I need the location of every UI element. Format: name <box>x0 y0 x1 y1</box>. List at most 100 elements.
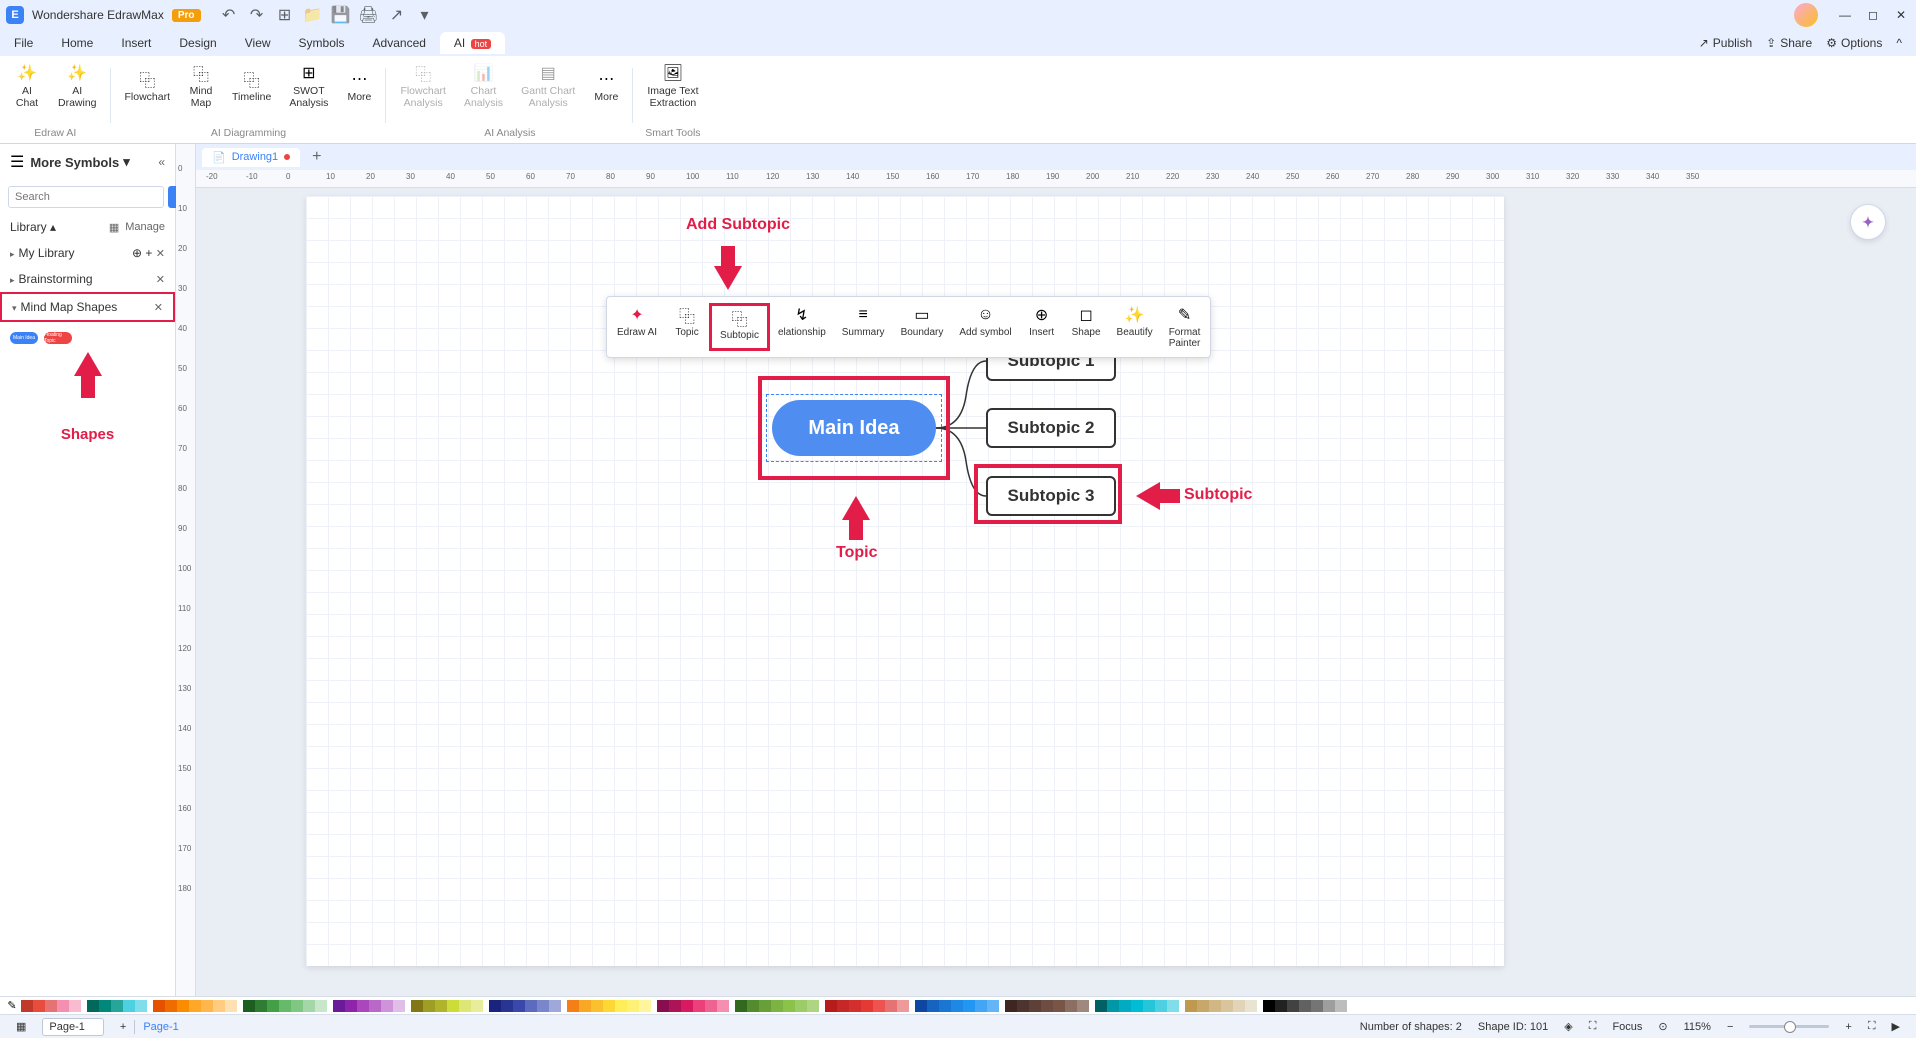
color-swatch[interactable] <box>603 1000 615 1012</box>
color-swatch[interactable] <box>123 1000 135 1012</box>
color-swatch[interactable] <box>669 1000 681 1012</box>
menu-advanced[interactable]: Advanced <box>359 32 440 54</box>
color-swatch[interactable] <box>783 1000 795 1012</box>
main-idea-shape[interactable]: Main Idea <box>10 332 38 344</box>
layers-icon[interactable]: ◈ <box>1556 1020 1580 1033</box>
close-icon[interactable]: ✕ <box>154 301 163 314</box>
publish-button[interactable]: ↗ Publish <box>1699 36 1752 50</box>
color-swatch[interactable] <box>897 1000 909 1012</box>
close-icon[interactable]: ✕ <box>156 273 165 286</box>
insert-button[interactable]: ⊕Insert <box>1020 303 1064 351</box>
menu-design[interactable]: Design <box>165 32 230 54</box>
focus-label[interactable]: Focus <box>1604 1021 1650 1033</box>
menu-symbols[interactable]: Symbols <box>285 32 359 54</box>
color-swatch[interactable] <box>591 1000 603 1012</box>
close-icon[interactable]: ✕ <box>156 248 165 260</box>
color-swatch[interactable] <box>963 1000 975 1012</box>
color-swatch[interactable] <box>1209 1000 1221 1012</box>
floating-topic-shape[interactable]: Floating Topic <box>44 332 72 344</box>
color-swatch[interactable] <box>717 1000 729 1012</box>
search-input[interactable] <box>8 186 164 208</box>
color-swatch[interactable] <box>411 1000 423 1012</box>
color-swatch[interactable] <box>1335 1000 1347 1012</box>
color-swatch[interactable] <box>1041 1000 1053 1012</box>
topic-button[interactable]: ⿻Topic <box>665 303 709 351</box>
color-swatch[interactable] <box>357 1000 369 1012</box>
save-icon[interactable]: 💾 <box>333 7 349 23</box>
new-icon[interactable]: ⊞ <box>277 7 293 23</box>
ai-chat-button[interactable]: ✨AI Chat <box>6 58 48 113</box>
color-swatch[interactable] <box>69 1000 81 1012</box>
color-swatch[interactable] <box>1263 1000 1275 1012</box>
color-swatch[interactable] <box>189 1000 201 1012</box>
color-swatch[interactable] <box>1029 1000 1041 1012</box>
color-swatch[interactable] <box>279 1000 291 1012</box>
color-swatch[interactable] <box>795 1000 807 1012</box>
menu-insert[interactable]: Insert <box>107 32 165 54</box>
color-swatch[interactable] <box>1221 1000 1233 1012</box>
color-swatch[interactable] <box>45 1000 57 1012</box>
page-select[interactable]: Page-1 <box>42 1018 103 1036</box>
color-swatch[interactable] <box>315 1000 327 1012</box>
color-swatch[interactable] <box>381 1000 393 1012</box>
color-swatch[interactable] <box>939 1000 951 1012</box>
color-swatch[interactable] <box>213 1000 225 1012</box>
color-swatch[interactable] <box>771 1000 783 1012</box>
color-swatch[interactable] <box>1167 1000 1179 1012</box>
color-swatch[interactable] <box>807 1000 819 1012</box>
color-swatch[interactable] <box>255 1000 267 1012</box>
minimize-button[interactable]: — <box>1836 6 1854 24</box>
color-swatch[interactable] <box>759 1000 771 1012</box>
sidebar-collapse-icon[interactable]: « <box>158 155 165 169</box>
user-avatar[interactable] <box>1794 3 1818 27</box>
manage-link[interactable]: ▦ Manage <box>109 221 165 234</box>
mindmap-shapes-section[interactable]: ▾Mind Map Shapes ✕ <box>0 292 175 322</box>
zoom-out-icon[interactable]: ⊙ <box>1650 1020 1675 1033</box>
color-swatch[interactable] <box>747 1000 759 1012</box>
color-swatch[interactable] <box>861 1000 873 1012</box>
color-swatch[interactable] <box>1005 1000 1017 1012</box>
color-swatch[interactable] <box>1131 1000 1143 1012</box>
my-library-section[interactable]: ▸My Library ⊕ + ✕ <box>0 240 175 266</box>
color-swatch[interactable] <box>657 1000 669 1012</box>
zoom-plus[interactable]: + <box>1837 1021 1859 1033</box>
color-swatch[interactable] <box>1323 1000 1335 1012</box>
brainstorming-section[interactable]: ▸Brainstorming ✕ <box>0 266 175 292</box>
color-swatch[interactable] <box>201 1000 213 1012</box>
add-symbol-button[interactable]: ☺Add symbol <box>951 303 1019 351</box>
menu-ai[interactable]: AI hot <box>440 32 505 54</box>
more2-button[interactable]: ⋯More <box>585 58 627 113</box>
color-swatch[interactable] <box>393 1000 405 1012</box>
color-swatch[interactable] <box>693 1000 705 1012</box>
color-swatch[interactable] <box>927 1000 939 1012</box>
color-swatch[interactable] <box>21 1000 33 1012</box>
more-button[interactable]: ⋯More <box>338 58 380 113</box>
color-swatch[interactable] <box>501 1000 513 1012</box>
color-swatch[interactable] <box>111 1000 123 1012</box>
color-swatch[interactable] <box>1245 1000 1257 1012</box>
color-swatch[interactable] <box>243 1000 255 1012</box>
color-swatch[interactable] <box>423 1000 435 1012</box>
color-swatch[interactable] <box>1197 1000 1209 1012</box>
color-swatch[interactable] <box>447 1000 459 1012</box>
color-swatch[interactable] <box>303 1000 315 1012</box>
color-swatch[interactable] <box>1077 1000 1089 1012</box>
color-swatch[interactable] <box>627 1000 639 1012</box>
color-swatch[interactable] <box>513 1000 525 1012</box>
color-swatch[interactable] <box>681 1000 693 1012</box>
color-swatch[interactable] <box>33 1000 45 1012</box>
edraw-ai-button[interactable]: ✦Edraw AI <box>609 303 665 351</box>
color-swatch[interactable] <box>579 1000 591 1012</box>
color-swatch[interactable] <box>873 1000 885 1012</box>
color-swatch[interactable] <box>471 1000 483 1012</box>
page-tab[interactable]: Page-1 <box>135 1021 186 1033</box>
color-swatch[interactable] <box>459 1000 471 1012</box>
zoom-slider[interactable] <box>1749 1025 1829 1028</box>
color-swatch[interactable] <box>975 1000 987 1012</box>
color-swatch[interactable] <box>849 1000 861 1012</box>
print-icon[interactable]: 🖨 <box>361 7 377 23</box>
color-swatch[interactable] <box>99 1000 111 1012</box>
share-button[interactable]: ⇪ Share <box>1766 36 1812 50</box>
color-swatch[interactable] <box>837 1000 849 1012</box>
fullscreen-icon[interactable]: ⛶ <box>1860 1020 1884 1033</box>
